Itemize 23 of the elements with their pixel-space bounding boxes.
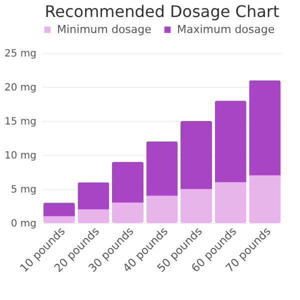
bar [180, 189, 212, 223]
bar [78, 182, 110, 210]
bar [112, 162, 144, 203]
y-tick-label: 20 mg [4, 82, 36, 94]
y-tick-label: 5 mg [10, 184, 36, 196]
bar [249, 175, 281, 223]
y-tick-label: 0 mg [10, 218, 36, 230]
bar [112, 202, 144, 223]
bar [214, 100, 246, 182]
bar [180, 121, 212, 189]
bar [146, 141, 178, 196]
legend-label: Maximum dosage [177, 22, 275, 36]
y-tick-label: 15 mg [4, 116, 36, 128]
bar [78, 209, 110, 223]
y-tick-label: 10 mg [4, 150, 36, 162]
chart-title: Recommended Dosage Chart [44, 2, 280, 21]
bar [43, 216, 75, 223]
y-tick-label: 25 mg [4, 48, 36, 60]
legend-label: Minimum dosage [57, 22, 152, 36]
bar [146, 196, 178, 223]
bar [43, 202, 75, 216]
bar [249, 80, 281, 176]
bar [214, 182, 246, 223]
